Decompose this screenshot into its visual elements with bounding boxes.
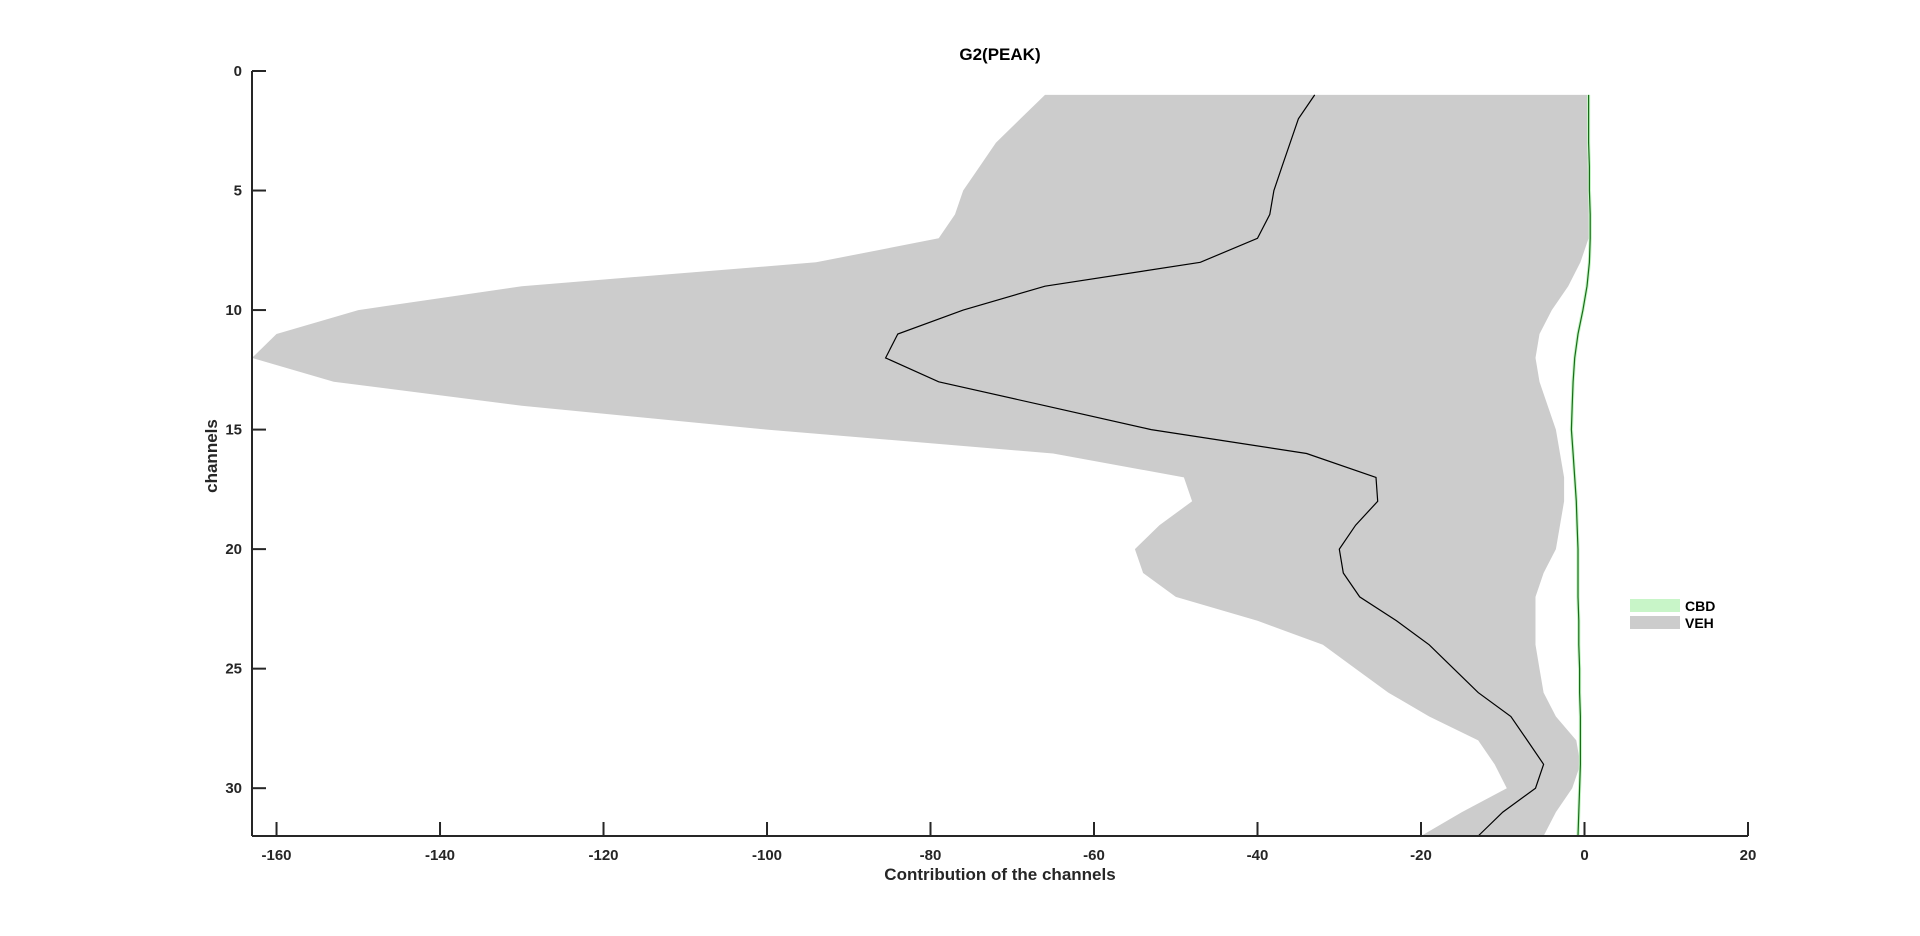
y-tick-label: 0 bbox=[234, 63, 242, 80]
x-tick-label: 20 bbox=[1740, 847, 1757, 864]
y-tick-label: 5 bbox=[234, 183, 242, 200]
x-tick-label: -80 bbox=[920, 847, 942, 864]
x-tick-label: -20 bbox=[1410, 847, 1432, 864]
mean-lines bbox=[884, 94, 1591, 837]
y-tick-label: 25 bbox=[225, 661, 242, 678]
x-tick-label: -140 bbox=[425, 847, 455, 864]
confidence-bands bbox=[252, 94, 1592, 836]
x-tick-label: -120 bbox=[589, 847, 619, 864]
axes: -160 -140 -120 -100 -80 -60 -40 -20 0 20 0 5 10 15 20 2… bbox=[225, 63, 1756, 864]
mean-line-veh bbox=[884, 94, 1545, 837]
band-cbd bbox=[1569, 94, 1592, 836]
y-tick-label: 30 bbox=[225, 780, 242, 797]
legend-label-veh: VEH bbox=[1685, 615, 1714, 631]
legend-swatch-cbd bbox=[1630, 599, 1680, 612]
x-tick-label: -60 bbox=[1083, 847, 1105, 864]
band-veh bbox=[252, 94, 1589, 836]
legend-swatch-veh bbox=[1630, 616, 1680, 629]
x-tick-label: -160 bbox=[262, 847, 292, 864]
x-axis-title: Contribution of the channels bbox=[884, 865, 1115, 884]
x-tick-label: -100 bbox=[752, 847, 782, 864]
legend-label-cbd: CBD bbox=[1685, 598, 1715, 614]
y-tick-label: 15 bbox=[225, 422, 242, 439]
mean-line-cbd bbox=[1570, 94, 1591, 837]
y-axis-title: channels bbox=[202, 419, 221, 493]
x-tick-label: -40 bbox=[1247, 847, 1269, 864]
x-tick-label: 0 bbox=[1580, 847, 1588, 864]
legend: CBD VEH bbox=[1630, 598, 1715, 631]
chart-title: G2(PEAK) bbox=[959, 45, 1040, 64]
y-tick-label: 20 bbox=[225, 541, 242, 558]
y-tick-label: 10 bbox=[225, 302, 242, 319]
